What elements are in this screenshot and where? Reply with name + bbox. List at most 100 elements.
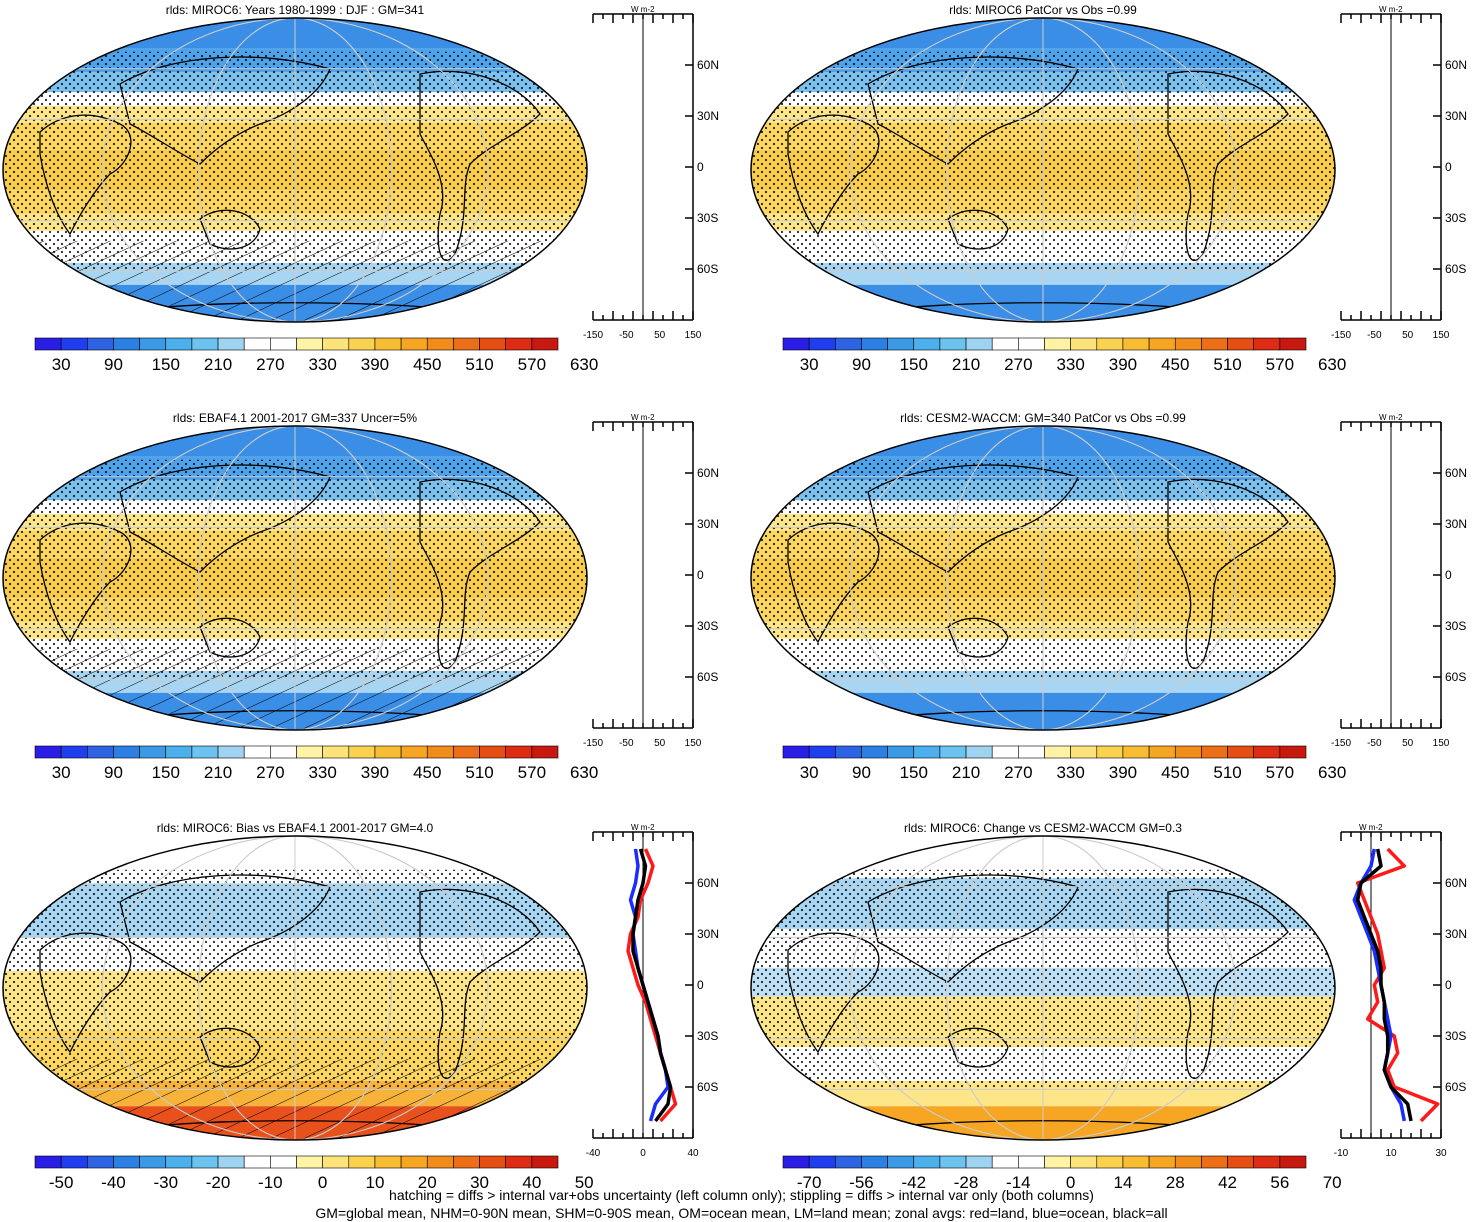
colorbar-swatch: [218, 746, 244, 758]
zonal-lat-label: 0: [697, 978, 704, 992]
colorbar-swatch: [1149, 338, 1175, 350]
colorbar-swatch: [35, 338, 61, 350]
colorbar-swatch: [192, 1156, 218, 1168]
colorbar-swatch: [349, 338, 375, 350]
colorbar-swatch: [1201, 1156, 1227, 1168]
colorbar-swatch: [113, 1156, 139, 1168]
colorbar-swatch: [506, 746, 532, 758]
colorbar-swatch: [861, 746, 887, 758]
zonal-lat-label: 30N: [697, 517, 719, 531]
colorbar-swatch: [783, 1156, 809, 1168]
colorbar-label: 450: [1161, 763, 1189, 782]
colorbar-label: 390: [1109, 763, 1137, 782]
colorbar-label: 510: [1213, 763, 1241, 782]
colorbar-swatch: [297, 338, 323, 350]
colorbar-swatch: [1280, 746, 1306, 758]
map-plot: [0, 14, 590, 334]
colorbar-swatch: [966, 1156, 992, 1168]
zonal-x-label: 30: [1435, 1148, 1447, 1159]
colorbar-swatch: [218, 1156, 244, 1168]
colorbar-label: 210: [204, 763, 232, 782]
colorbar-swatch: [1071, 746, 1097, 758]
zonal-x-label: 50: [654, 738, 666, 749]
colorbar-swatch: [1071, 1156, 1097, 1168]
zonal-lat-label: 0: [697, 568, 704, 582]
colorbar-swatch: [888, 338, 914, 350]
colorbar-swatch: [1097, 1156, 1123, 1168]
zonal-units: W m-2: [1379, 413, 1403, 422]
zonal-x-label: 0: [640, 1148, 646, 1159]
colorbar-swatch: [401, 1156, 427, 1168]
zonal-x-label: 10: [1385, 1148, 1397, 1159]
colorbar-swatch: [1018, 1156, 1044, 1168]
colorbar-swatch: [61, 1156, 87, 1168]
zonal-lat-label: 30S: [1445, 211, 1466, 225]
zonal-lat-label: 0: [1445, 160, 1452, 174]
zonal-x-label: -50: [1367, 330, 1382, 341]
colorbar-swatch: [61, 746, 87, 758]
colorbar-swatch: [1018, 338, 1044, 350]
colorbar-swatch: [1045, 1156, 1071, 1168]
colorbar-swatch: [914, 1156, 940, 1168]
zonal-lat-label: 60S: [1445, 670, 1466, 684]
colorbar-label: 150: [152, 355, 180, 374]
colorbar-label: 90: [852, 763, 871, 782]
map-plot: [0, 422, 590, 742]
zonal-units: W m-2: [631, 413, 655, 422]
colorbar-swatch: [218, 338, 244, 350]
zonal-lat-label: 30S: [1445, 1029, 1466, 1043]
colorbar-label: 150: [152, 763, 180, 782]
colorbar-label: 630: [570, 763, 598, 782]
colorbar-label: 630: [570, 355, 598, 374]
colorbar-label: 270: [1004, 355, 1032, 374]
colorbar-swatch: [297, 746, 323, 758]
colorbar-swatch: [1123, 746, 1149, 758]
zonal-x-label: 40: [687, 1148, 699, 1159]
colorbar-swatch: [1254, 338, 1280, 350]
colorbar-swatch: [140, 338, 166, 350]
colorbar-swatch: [323, 1156, 349, 1168]
colorbar-swatch: [940, 1156, 966, 1168]
colorbar-swatch: [166, 746, 192, 758]
zonal-lat-label: 30N: [697, 927, 719, 941]
zonal-lat-label: 60N: [1445, 876, 1467, 890]
colorbar-swatch: [166, 338, 192, 350]
colorbar-swatch: [1097, 746, 1123, 758]
zonal-x-label: -50: [1367, 738, 1382, 749]
colorbar-swatch: [480, 746, 506, 758]
zonal-lat-label: 60N: [697, 58, 719, 72]
zonal-lat-label: 30S: [697, 211, 718, 225]
colorbar-swatch: [375, 746, 401, 758]
zonal-lat-label: 60S: [1445, 262, 1466, 276]
colorbar-label: 450: [413, 763, 441, 782]
colorbar-swatch: [427, 746, 453, 758]
colorbar-label: 330: [1056, 763, 1084, 782]
colorbar-swatch: [1149, 1156, 1175, 1168]
colorbar-swatch: [453, 746, 479, 758]
zonal-lat-label: 30S: [697, 619, 718, 633]
colorbar-swatch: [809, 1156, 835, 1168]
zonal-x-label: 50: [654, 330, 666, 341]
colorbar-label: 330: [308, 763, 336, 782]
colorbar-label: 330: [1056, 355, 1084, 374]
colorbar-label: 90: [852, 355, 871, 374]
colorbar-swatch: [401, 746, 427, 758]
colorbar-label: 390: [361, 763, 389, 782]
colorbar-swatch: [323, 338, 349, 350]
colorbar-swatch: [809, 746, 835, 758]
zonal-frame: [1341, 832, 1441, 1138]
colorbar-label: 30: [52, 763, 71, 782]
colorbar-swatch: [992, 746, 1018, 758]
colorbar-swatch: [166, 1156, 192, 1168]
zonal-lat-label: 30S: [1445, 619, 1466, 633]
colorbar-swatch: [375, 1156, 401, 1168]
colorbar-label: 210: [204, 355, 232, 374]
colorbar-swatch: [427, 338, 453, 350]
zonal-lat-label: 60S: [697, 1080, 718, 1094]
zonal-lat-label: 60N: [697, 876, 719, 890]
zonal-lat-label: 30N: [1445, 927, 1467, 941]
colorbar-swatch: [532, 1156, 558, 1168]
